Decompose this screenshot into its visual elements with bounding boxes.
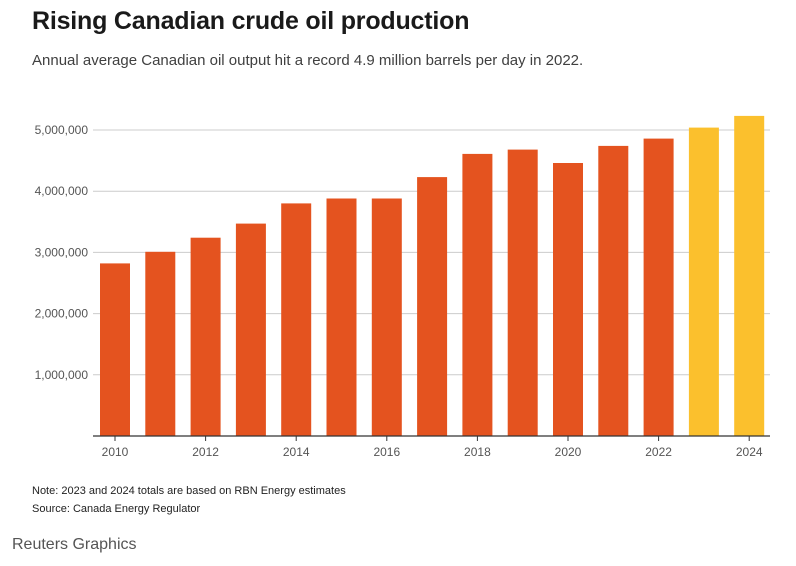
bar-2023: [688, 127, 719, 436]
chart-subtitle: Annual average Canadian oil output hit a…: [32, 52, 584, 69]
bar-2015: [326, 198, 357, 436]
chart-source: Source: Canada Energy Regulator: [32, 503, 201, 515]
bars: [100, 115, 765, 437]
bar-2014: [281, 203, 312, 436]
y-tick-label: 4,000,000: [35, 184, 89, 198]
y-axis-tick-labels: 1,000,000 2,000,000 3,000,000 4,000,000 5,00…: [35, 123, 89, 382]
x-tick-label: 2014: [283, 445, 310, 459]
x-tick-label: 2018: [464, 445, 491, 459]
bar-2024: [734, 115, 765, 437]
bar-2010: [100, 263, 130, 436]
x-tick-label: 2024: [736, 445, 763, 459]
y-tick-label: 3,000,000: [35, 245, 89, 259]
x-tick-label: 2010: [102, 445, 129, 459]
bar-2012: [190, 237, 221, 436]
chart-note: Note: 2023 and 2024 totals are based on …: [32, 485, 346, 497]
y-tick-label: 5,000,000: [35, 123, 89, 137]
bar-2016: [371, 198, 402, 436]
x-tick-label: 2022: [645, 445, 672, 459]
brand-credit: Reuters Graphics: [12, 536, 137, 553]
y-tick-label: 2,000,000: [35, 307, 89, 321]
x-tick-label: 2016: [373, 445, 400, 459]
y-tick-label: 1,000,000: [35, 368, 89, 382]
x-tick-label: 2020: [555, 445, 582, 459]
x-axis-tick-labels: 2010 2012 2014 2016 2018 2020 2022 2024: [102, 436, 763, 459]
bar-2011: [145, 251, 176, 436]
bar-2020: [553, 163, 583, 436]
bar-2021: [598, 145, 629, 436]
bar-2018: [462, 153, 493, 436]
bar-2017: [417, 177, 448, 436]
bar-2013: [235, 223, 266, 436]
chart-title: Rising Canadian crude oil production: [32, 7, 470, 35]
bar-2019: [507, 149, 538, 436]
bar-2022: [643, 138, 674, 436]
x-tick-label: 2012: [192, 445, 219, 459]
